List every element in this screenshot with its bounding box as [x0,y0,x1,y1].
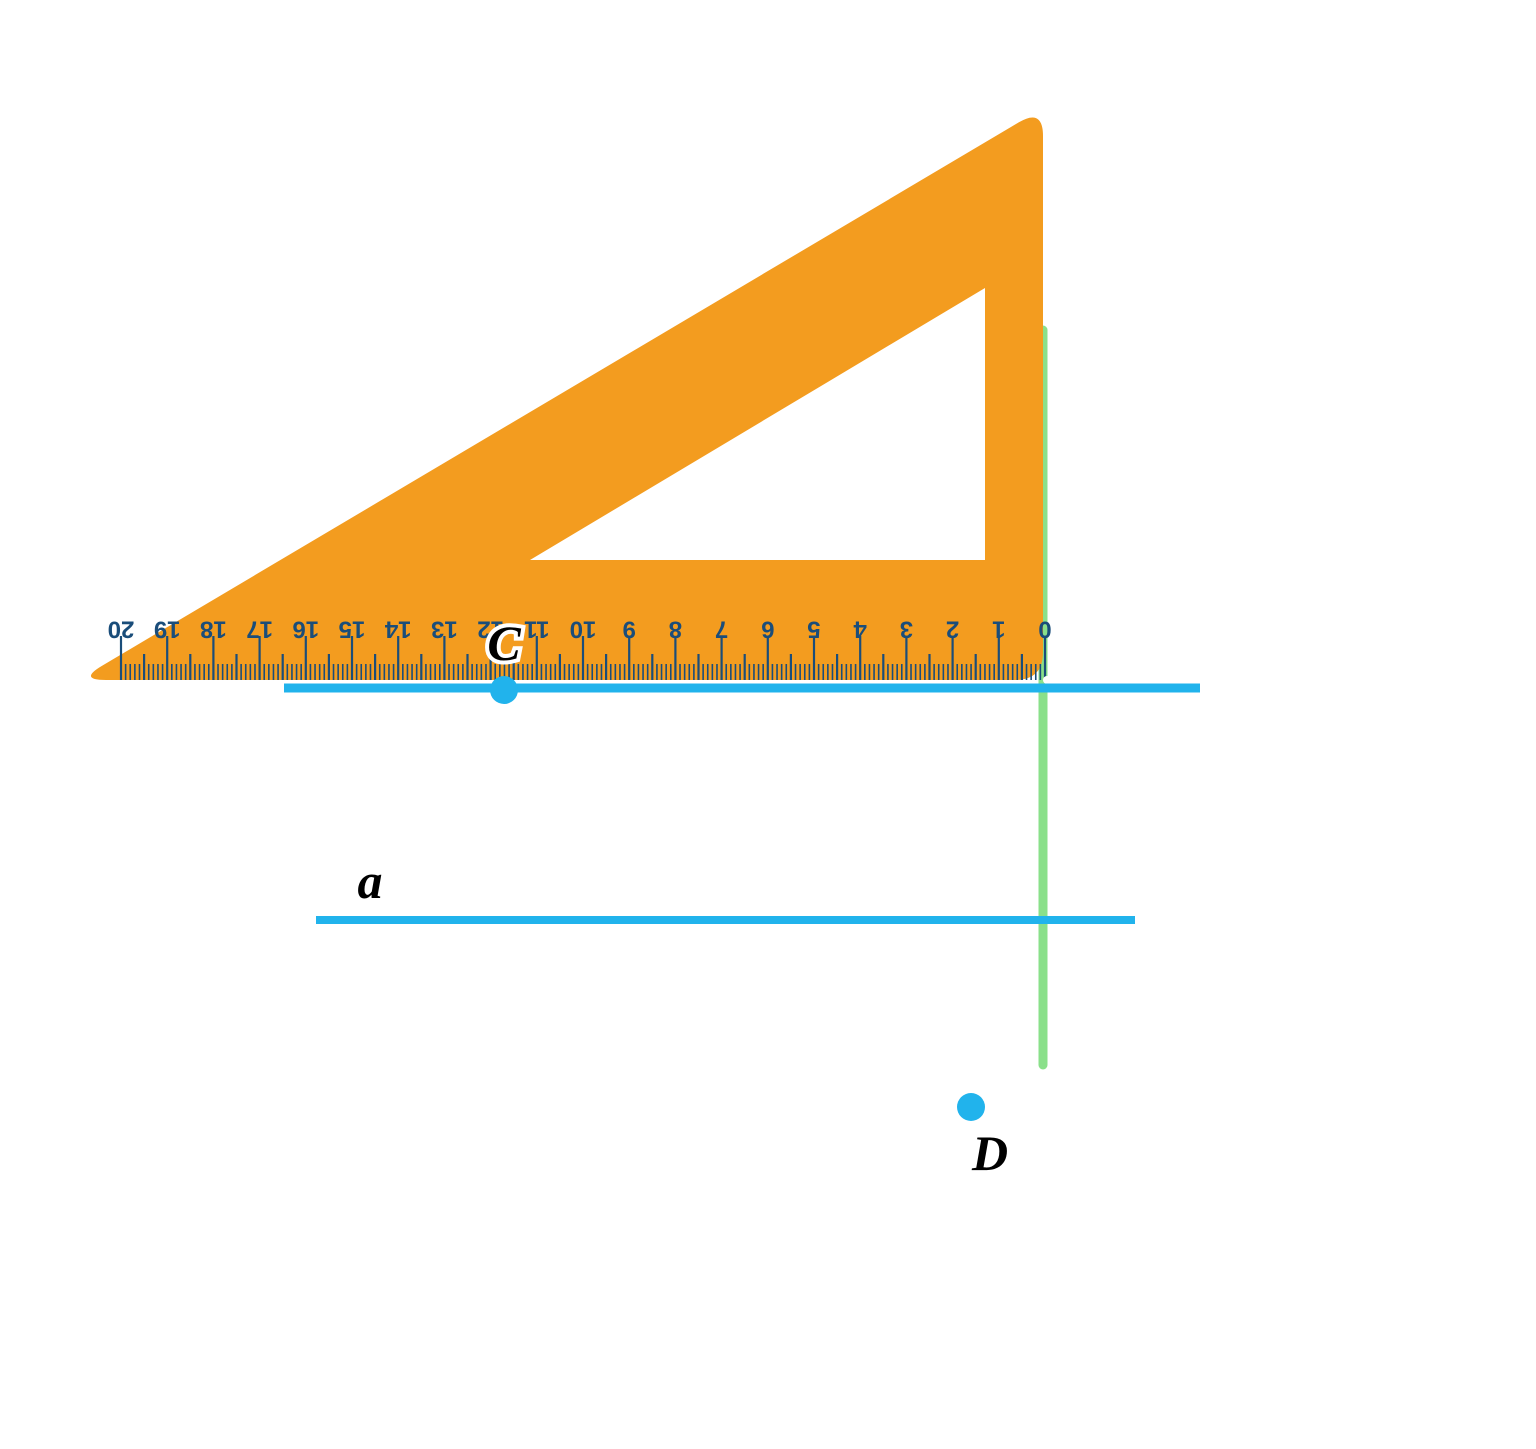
ruler-number: 9 [623,616,636,643]
ruler-number: 7 [715,616,728,643]
ruler-number: 3 [900,616,913,643]
ruler-origin-dot [1043,676,1051,684]
background [0,0,1536,1449]
ruler-number: 4 [853,616,867,643]
point-d [957,1093,985,1121]
ruler-number: 13 [431,616,458,643]
ruler-number: 20 [108,616,135,643]
ruler-number: 18 [200,616,227,643]
ruler-numbers: 01234567891011121314151617181920 [108,616,1052,643]
ruler-number: 10 [570,616,597,643]
ruler-number: 6 [761,616,774,643]
ruler-number: 5 [807,616,820,643]
ruler-number: 11 [524,616,549,643]
ruler-number: 0 [1038,616,1051,643]
geometry-diagram: 01234567891011121314151617181920CDa [0,0,1536,1449]
ruler-number: 8 [669,616,682,643]
ruler-number: 15 [339,616,366,643]
ruler-number: 1 [992,616,1005,643]
ruler-number: 16 [292,616,319,643]
ruler-number: 2 [946,616,959,643]
label-d: D [971,1125,1008,1181]
ruler-number: 17 [246,616,273,643]
label-c: C [487,615,521,671]
point-c [490,676,518,704]
label-a: a [358,853,383,909]
ruler-number: 19 [154,616,181,643]
ruler-number: 14 [384,616,411,643]
